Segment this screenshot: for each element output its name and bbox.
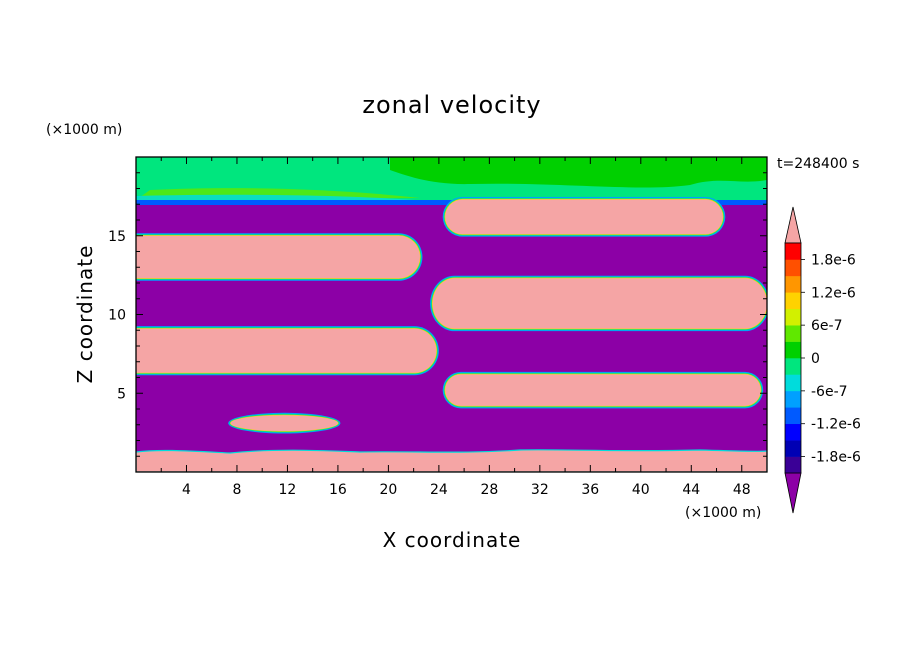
x-tick-label: 20 — [379, 482, 397, 498]
colorbar-label: 1.8e-6 — [811, 252, 856, 268]
x-tick-label: 8 — [232, 482, 241, 498]
x-unit-label: (×1000 m) — [685, 505, 761, 521]
colorbar-min-arrow — [784, 472, 802, 514]
positive-eddy — [228, 412, 341, 434]
x-tick-label: 44 — [682, 482, 700, 498]
colorbar-label: -1.8e-6 — [811, 450, 861, 466]
y-axis-label: Z coordinate — [73, 245, 97, 384]
x-tick-label: 48 — [733, 482, 751, 498]
x-tick-label: 12 — [279, 482, 297, 498]
colorbar-label: 0 — [811, 351, 820, 367]
colorbar-bin — [785, 341, 801, 359]
colorbar-bin — [785, 390, 801, 408]
colorbar-label: -1.2e-6 — [811, 417, 861, 433]
x-axis: 4 8 12 16 20 24 28 32 36 40 44 48 — [160, 157, 751, 498]
positive-jets — [136, 197, 767, 434]
x-tick-label: 16 — [329, 482, 347, 498]
colorbar-max-arrow — [784, 206, 802, 244]
x-tick-label: 24 — [430, 482, 448, 498]
x-tick-label: 28 — [480, 482, 498, 498]
colorbar-label: 6e-7 — [811, 318, 842, 334]
positive-jet — [430, 275, 767, 332]
colorbar-label: -6e-7 — [811, 384, 848, 400]
x-tick-label: 32 — [531, 482, 549, 498]
y-tick-label: 15 — [108, 229, 126, 245]
y-tick-label: 5 — [117, 386, 126, 402]
positive-jet — [136, 326, 439, 376]
x-tick-label: 36 — [581, 482, 599, 498]
colorbar-bin — [785, 308, 801, 326]
colorbar-bin — [785, 259, 801, 277]
colorbar-bin — [785, 325, 801, 342]
bottom-layer — [136, 449, 767, 472]
y-tick-label: 10 — [108, 308, 126, 324]
colorbar-bin — [785, 440, 801, 457]
time-label: t=248400 s — [777, 156, 859, 172]
positive-jet — [442, 197, 726, 237]
colorbar-bin — [785, 407, 801, 425]
positive-jet — [136, 233, 423, 281]
colorbar-bin — [785, 423, 801, 441]
colorbar-bin — [785, 358, 801, 375]
positive-jet — [442, 371, 764, 409]
colorbar-bin — [785, 292, 801, 310]
x-axis-label: X coordinate — [383, 528, 522, 552]
y-unit-label: (×1000 m) — [46, 122, 122, 138]
velocity-field — [136, 157, 767, 472]
x-tick-label: 40 — [632, 482, 650, 498]
colorbar-bin — [785, 243, 801, 260]
colorbar-label: 1.2e-6 — [811, 285, 856, 301]
colorbar-bin — [785, 456, 801, 474]
chart-title: zonal velocity — [362, 91, 541, 119]
colorbar-bin — [785, 374, 801, 392]
upper-layer — [136, 157, 767, 205]
x-tick-label: 4 — [182, 482, 191, 498]
colorbar: 1.8e-6 1.2e-6 6e-7 0 -6e-7 -1.2e-6 -1.8e-6 — [784, 206, 861, 514]
y-axis: 5 10 15 — [108, 172, 767, 457]
colorbar-bin — [785, 275, 801, 293]
